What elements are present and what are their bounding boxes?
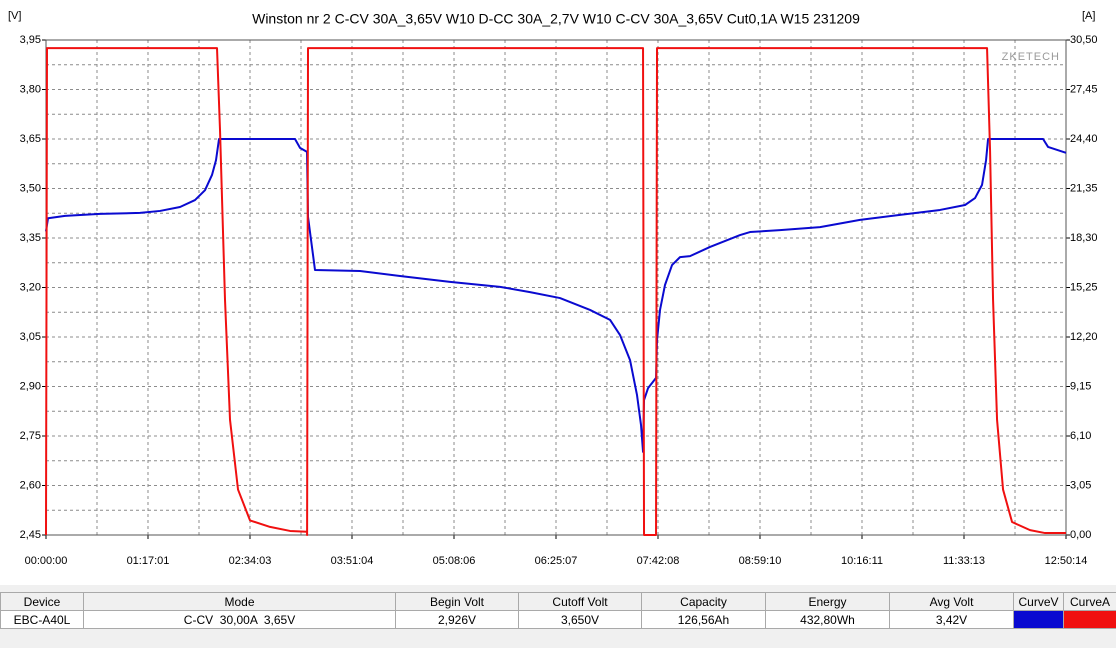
table-cell: 2,926V [395,610,519,629]
y-tick-label: 3,65 [20,133,41,145]
table-cell: 126,56Ah [641,610,766,629]
watermark: ZKETECH [1002,51,1060,63]
x-tick-label: 01:17:01 [127,555,170,567]
column-header: Cutoff Volt [518,592,642,611]
column-header: Mode [83,592,396,611]
x-tick-label: 00:00:00 [25,555,68,567]
column-header: Avg Volt [889,592,1014,611]
x-tick-label: 11:33:13 [943,555,985,567]
series-line [45,138,1067,453]
column-header: Capacity [641,592,766,611]
y2-tick-label: 9,15 [1070,380,1091,392]
chart: Winston nr 2 C-CV 30A_3,65V W10 D-CC 30A… [0,0,1116,585]
y2-tick-label: 24,40 [1070,133,1098,145]
summary-table: Device Mode Begin Volt Cutoff Volt Capacity E… [0,592,1116,629]
chart-title: Winston nr 2 C-CV 30A_3,65V W10 D-CC 30A… [252,11,860,27]
table-cell: 3,42V [889,610,1014,629]
y-tick-label: 3,20 [20,281,41,293]
table-row: EBC-A40L C-CV 30,00A 3,65V 2,926V 3,650V 126… [0,610,1116,629]
y-tick-label: 2,90 [20,380,41,392]
grid [45,39,1067,536]
y2-tick-label: 21,35 [1070,182,1098,194]
y-tick-label: 3,95 [20,34,41,46]
table-cell: 3,650V [518,610,642,629]
y2-tick-label: 6,10 [1070,430,1091,442]
column-header: Begin Volt [395,592,519,611]
x-tick-label: 05:08:06 [433,555,476,567]
legend-swatch [1013,610,1064,629]
x-tick-label: 08:59:10 [739,555,782,567]
y2-tick-label: 18,30 [1070,232,1098,244]
y2-tick-label: 3,05 [1070,479,1091,491]
column-header: Device [0,592,84,611]
series-line [45,47,1066,536]
column-header: Energy [765,592,890,611]
x-tick-label: 03:51:04 [331,555,374,567]
y2-tick-label: 27,45 [1070,83,1098,95]
x-tick-label: 06:25:07 [535,555,578,567]
y-tick-label: 3,80 [20,83,41,95]
x-tick-label: 07:42:08 [637,555,680,567]
y2-tick-label: 12,20 [1070,331,1098,343]
legend-swatch [1063,610,1116,629]
table-header: Device Mode Begin Volt Cutoff Volt Capacity E… [0,592,1116,611]
y-tick-label: 2,45 [20,529,41,541]
y-tick-label: 2,60 [20,479,41,491]
x-tick-label: 10:16:11 [841,555,883,567]
y-axis-label: [V] [8,10,21,22]
table-cell: EBC-A40L [0,610,84,629]
x-tick-label: 12:50:14 [1045,555,1088,567]
y2-axis-label: [A] [1082,10,1095,22]
y-tick-label: 3,35 [20,232,41,244]
y2-tick-label: 0,00 [1070,529,1091,541]
legend-entry: CurveA [1063,592,1116,611]
table-cell: 432,80Wh [765,610,890,629]
y-tick-label: 3,50 [20,182,41,194]
y-tick-label: 3,05 [20,331,41,343]
x-tick-label: 02:34:03 [229,555,272,567]
legend-entry: CurveV [1013,592,1064,611]
y-tick-label: 2,75 [20,430,41,442]
y2-tick-label: 30,50 [1070,34,1098,46]
y2-tick-label: 15,25 [1070,281,1098,293]
table-cell: C-CV 30,00A 3,65V [83,610,396,629]
